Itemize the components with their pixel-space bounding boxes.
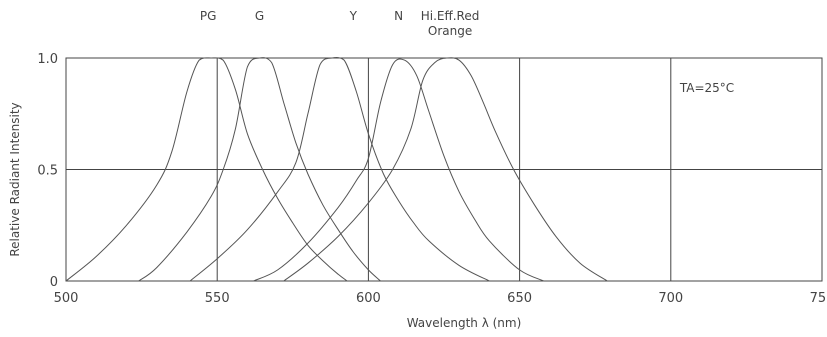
series-label-2: Y xyxy=(349,9,358,23)
x-axis-label: Wavelength λ (nm) xyxy=(407,316,522,330)
x-tick-label-700: 700 xyxy=(658,291,683,306)
series-curve-0 xyxy=(65,57,348,282)
y-tick-label-1: 1.0 xyxy=(37,52,58,67)
y-tick-label-0: 0 xyxy=(50,275,58,290)
series-label-3: N xyxy=(394,9,403,23)
x-tick-label-650: 650 xyxy=(507,291,532,306)
series-curves xyxy=(65,57,608,282)
series-curve-3 xyxy=(253,58,545,282)
series-curve-2 xyxy=(189,57,490,282)
series-curve-4 xyxy=(283,57,608,282)
x-tick-label-600: 600 xyxy=(356,291,381,306)
y-axis-label: Relative Radiant Intensity xyxy=(8,102,22,256)
grid-lines xyxy=(66,58,822,281)
temperature-annotation: TA=25°C xyxy=(679,81,734,95)
series-curve-1 xyxy=(138,57,381,282)
series-label-4: Hi.Eff.Red Orange xyxy=(421,9,480,38)
series-label-1: G xyxy=(255,9,264,23)
x-tick-label-750: 750 xyxy=(810,291,827,306)
x-tick-labels: 500 550 600 650 700 750 xyxy=(54,291,827,306)
y-tick-labels: 0 0.5 1.0 xyxy=(37,52,58,290)
x-tick-label-500: 500 xyxy=(54,291,79,306)
series-label-0: PG xyxy=(200,9,217,23)
x-tick-label-550: 550 xyxy=(205,291,230,306)
series-labels: PG G Y N Hi.Eff.Red Orange xyxy=(200,9,480,38)
y-tick-label-0-5: 0.5 xyxy=(37,164,58,179)
